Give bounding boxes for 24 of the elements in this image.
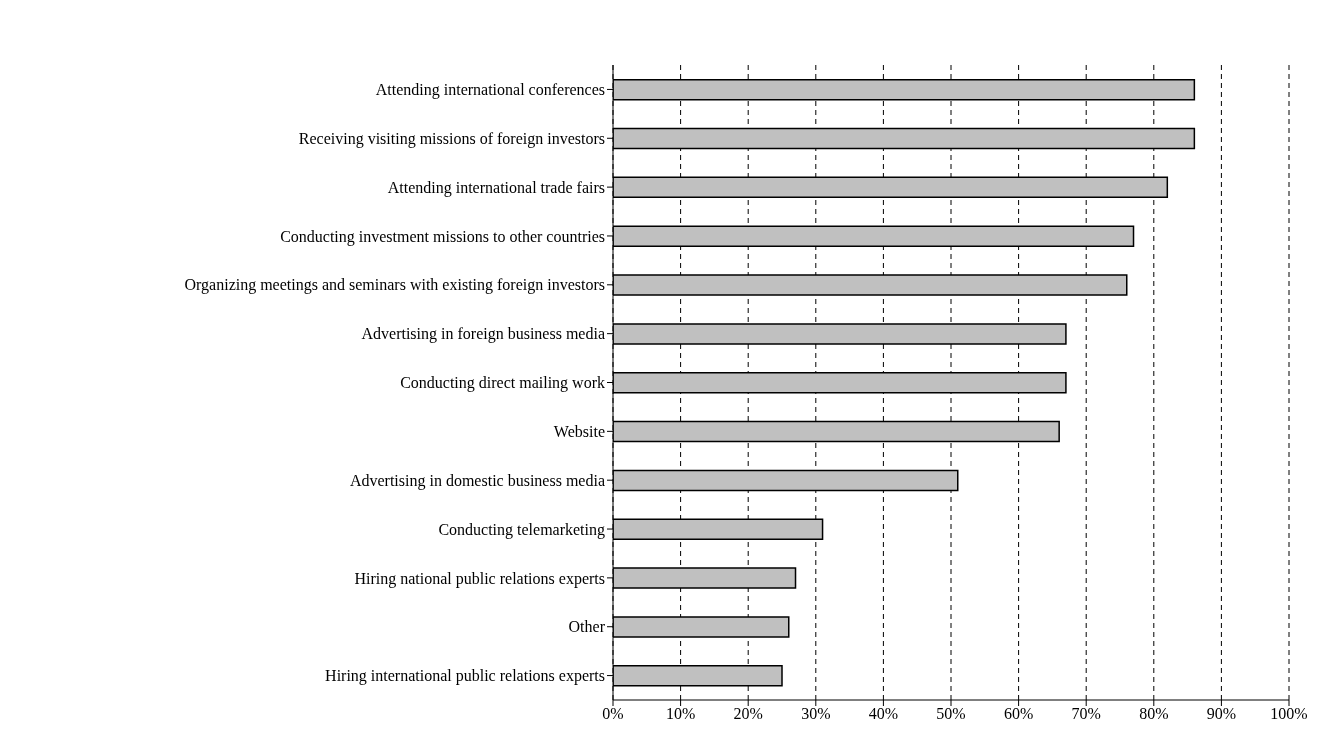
x-tick-label: 10% [665, 705, 696, 723]
y-tick-label: Hiring international public relations experts [325, 667, 605, 686]
x-tick-label: 20% [733, 705, 763, 723]
x-tick-label: 80% [1139, 705, 1169, 723]
y-tick-label: Attending international trade fairs [387, 178, 605, 197]
y-tick-label: Hiring national public relations experts [354, 569, 605, 588]
x-tick-label: 40% [868, 705, 899, 723]
y-tick-label: Conducting direct mailing work [400, 374, 605, 393]
x-tick-label: 70% [1071, 705, 1101, 723]
x-tick-label: 90% [1206, 705, 1237, 723]
y-tick-label: Advertising in domestic business media [349, 471, 605, 490]
y-tick-label: Conducting telemarketing [438, 520, 605, 539]
x-tick-label: 0% [602, 705, 624, 723]
x-tick-label: 100% [1270, 705, 1308, 723]
y-tick-label: Conducting investment missions to other countries [280, 227, 605, 246]
x-tick-label: 30% [801, 705, 831, 723]
x-tick-label: 50% [936, 705, 966, 723]
y-tick-label: Website [553, 423, 605, 441]
y-tick-label: Advertising in foreign business media [361, 325, 605, 344]
y-tick-label: Receiving visiting missions of foreign investors [298, 129, 605, 148]
x-tick-label: 60% [1003, 705, 1034, 723]
y-tick-label: Organizing meetings and seminars with existing foreign investors [184, 276, 605, 295]
y-tick-label: Attending international conferences [375, 81, 605, 100]
y-tick-label: Other [568, 618, 606, 636]
